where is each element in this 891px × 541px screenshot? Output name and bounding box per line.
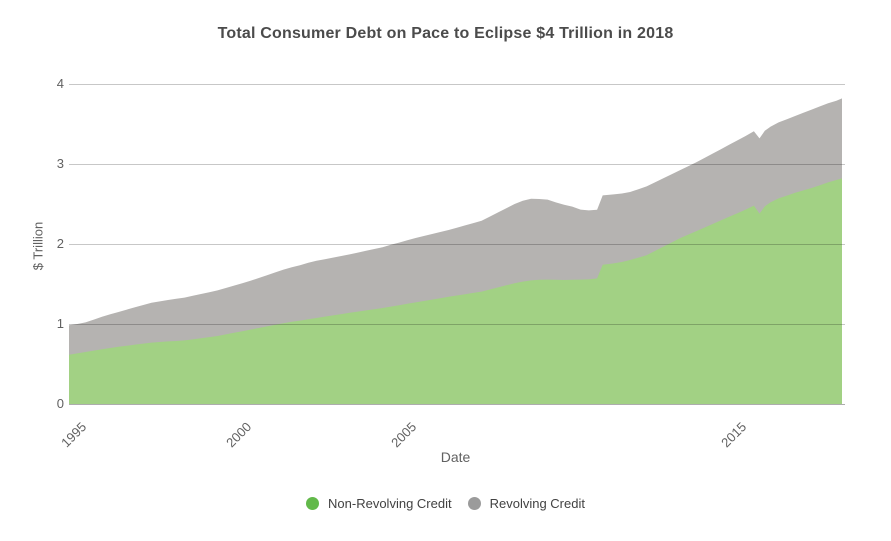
legend-item-nonrevolving[interactable]: Non-Revolving Credit [306,496,452,511]
y-tick-label-1: 1 [56,316,64,331]
plot-area[interactable] [69,84,845,405]
chart-legend: Non-Revolving Credit Revolving Credit [0,496,891,511]
y-tick-label-0: 0 [56,396,64,411]
y-tick-label-2: 2 [56,236,64,251]
x-tick-label-2000: 2000 [222,419,254,451]
revolving-legend-dot-icon [467,497,481,510]
x-axis-title: Date [440,449,471,465]
nonrevolving-legend-dot-icon [306,497,320,510]
chart-title: Total Consumer Debt on Pace to Eclipse $… [217,25,674,42]
x-tick-label-2015: 2015 [717,419,749,451]
y-tick-label-4: 4 [56,76,64,91]
y-tick-label-3: 3 [56,156,64,171]
legend-label-revolving: Revolving Credit [489,496,585,511]
nonrevolving-credit-area[interactable] [69,178,842,404]
legend-item-revolving[interactable]: Revolving Credit [467,496,585,511]
x-tick-label-1995: 1995 [57,419,89,451]
legend-label-nonrevolving: Non-Revolving Credit [328,496,452,511]
x-tick-label-2005: 2005 [387,419,419,451]
